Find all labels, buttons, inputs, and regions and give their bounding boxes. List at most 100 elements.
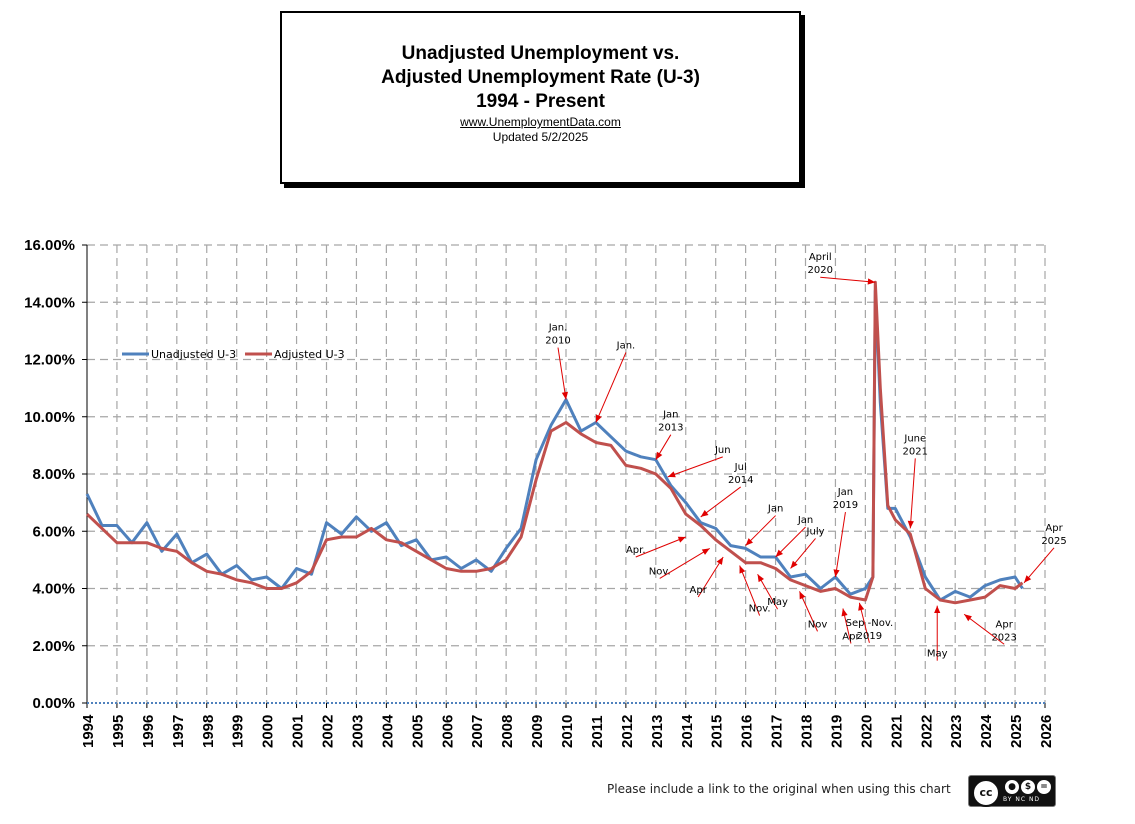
x-tick-label: 2006 [439, 715, 456, 748]
annotation-label: Nov. [649, 566, 671, 577]
annotation-label: Apr [1045, 523, 1063, 534]
y-tick-label: 4.00% [32, 581, 75, 598]
annotation-label: Apr [996, 619, 1014, 630]
annotation-arrowhead [775, 549, 783, 557]
annotation-arrowhead [595, 414, 602, 423]
x-tick-label: 2011 [589, 715, 606, 748]
annotation-arrow [700, 486, 742, 518]
source-url-link[interactable]: www.UnemploymentData.com [460, 115, 621, 129]
annotation-label: Jan. [548, 323, 568, 334]
x-tick-label: 2015 [709, 715, 726, 748]
updated-date: Updated 5/2/2025 [492, 130, 589, 144]
annotation-arrowhead [677, 536, 686, 543]
annotation-label: 2010 [545, 336, 570, 347]
chart-title-line2: Adjusted Unemployment Rate (U-3) [381, 67, 700, 88]
annotation-arrowhead [799, 591, 806, 600]
chart-title-line1: Unadjusted Unemployment vs. [401, 43, 680, 64]
legend-label: Adjusted U-3 [274, 348, 345, 361]
x-tick-label: 2009 [529, 715, 546, 748]
annotation-arrow [909, 458, 916, 529]
annotation-label: June [903, 433, 926, 444]
annotation-arrow [834, 511, 846, 578]
x-tick-label: 2018 [799, 715, 816, 748]
x-tick-label: 2023 [948, 715, 965, 748]
by-icon: ● [1005, 780, 1019, 794]
y-tick-label: 8.00% [32, 466, 75, 483]
annotation-arrowhead [858, 602, 865, 611]
annotation-arrowhead [907, 520, 914, 529]
x-tick-label: 2016 [739, 715, 756, 748]
annotation-arrow [595, 352, 627, 423]
annotation-label: April [809, 252, 832, 263]
annotation-label: Jan [767, 504, 783, 515]
annotation-label: Apr. [626, 545, 646, 556]
license-label: BY NC ND [1003, 796, 1041, 803]
series-line-adjusted [85, 280, 1024, 605]
x-tick-label: 2014 [679, 714, 696, 748]
annotation-arrow [659, 547, 710, 579]
annotation-arrowhead [964, 614, 972, 622]
nd-icon: = [1037, 780, 1051, 794]
annotation-label: May [927, 649, 948, 660]
x-tick-label: 2002 [320, 715, 337, 748]
x-tick-label: 2022 [918, 715, 935, 748]
annotation-label: Nov [808, 619, 828, 630]
annotation-label: Apr [842, 632, 860, 643]
x-tick-label: 1997 [170, 715, 187, 748]
x-tick-label: 2024 [978, 714, 995, 748]
annotation-arrowhead [716, 557, 724, 565]
annotation-label: 2013 [658, 423, 683, 434]
annotation-label: 2020 [808, 265, 833, 276]
annotation-arrow [1023, 547, 1055, 584]
x-tick-label: 2025 [1008, 715, 1025, 748]
x-tick-label: 1995 [110, 715, 127, 748]
x-tick-label: 1999 [230, 715, 247, 748]
annotation-arrow [963, 613, 1005, 645]
legend-label: Unadjusted U-3 [151, 348, 236, 361]
x-tick-label: 2007 [469, 715, 486, 748]
annotation-label: 2021 [903, 446, 928, 457]
x-tick-label: 2020 [858, 715, 875, 748]
annotation-label: July [806, 526, 825, 537]
x-tick-label: 2010 [559, 715, 576, 748]
chart-title-line3: 1994 - Present [476, 91, 605, 112]
annotation-arrowhead [833, 569, 840, 577]
annotation-label: 2025 [1041, 536, 1066, 547]
annotation-arrowhead [701, 548, 710, 555]
annotation-label: Apr [690, 585, 708, 596]
y-tick-label: 10.00% [24, 409, 75, 426]
annotation-arrowhead [667, 471, 676, 478]
annotation-arrowhead [867, 278, 876, 285]
x-tick-label: 2019 [828, 715, 845, 748]
x-tick-label: 2012 [619, 715, 636, 748]
annotation-arrowhead [1024, 575, 1032, 583]
y-tick-label: 12.00% [24, 352, 75, 369]
annotation-arrowhead [790, 560, 798, 569]
annotation-label: Jan [662, 410, 678, 421]
x-tick-label: 2013 [649, 715, 666, 748]
annotation-label: 2023 [991, 632, 1016, 643]
y-tick-label: 0.00% [32, 695, 75, 712]
x-tick-label: 2026 [1038, 715, 1055, 748]
x-tick-label: 1996 [140, 715, 157, 748]
x-tick-label: 2017 [769, 715, 786, 748]
x-tick-label: 2001 [290, 715, 307, 748]
creative-commons-license-icon[interactable]: cc ● $ = BY NC ND [968, 775, 1056, 807]
annotation-arrow [739, 565, 761, 616]
annotation-label: Sep -Nov. [846, 618, 894, 629]
annotation-arrowhead [934, 605, 941, 613]
annotation-label: 2014 [728, 475, 753, 486]
annotation-arrow [697, 556, 724, 598]
annotation-arrow [667, 456, 723, 478]
annotation-label: 2019 [857, 631, 882, 642]
y-tick-label: 16.00% [24, 237, 75, 254]
x-tick-label: 2003 [349, 715, 366, 748]
cc-icon: cc [972, 779, 1000, 807]
annotation-arrowhead [655, 451, 663, 460]
annotation-label: 2019 [833, 500, 858, 511]
x-tick-label: 2008 [499, 715, 516, 748]
annotation-arrowhead [745, 538, 753, 546]
annotation-label: Jun [714, 445, 731, 456]
annotation-arrowhead [739, 565, 746, 574]
